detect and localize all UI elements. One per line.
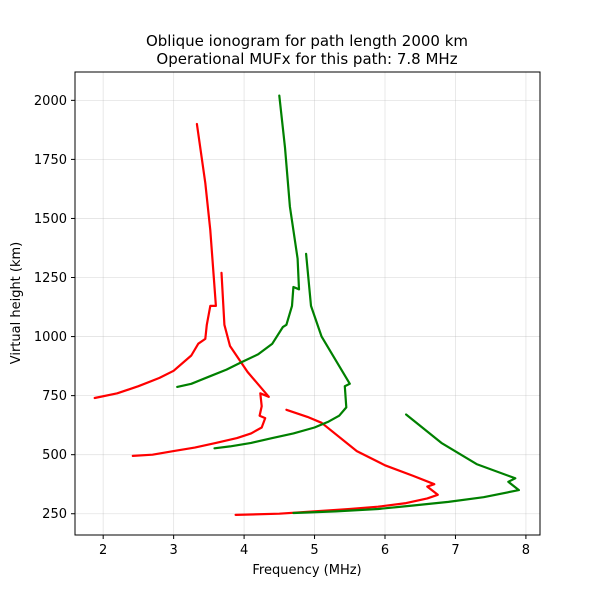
x-tick-label: 5 [310, 543, 318, 558]
grid [75, 72, 540, 535]
trace-line-2 [131, 271, 270, 457]
x-tick-label: 4 [240, 543, 248, 558]
x-tick-label: 6 [381, 543, 389, 558]
x-tick-label: 7 [451, 543, 459, 558]
x-tick-label: 8 [522, 543, 530, 558]
trace-line-3 [93, 122, 217, 400]
x-axis-label: Frequency (MHz) [252, 563, 361, 578]
trace-line-1 [234, 408, 439, 517]
x-tick-label: 3 [169, 543, 177, 558]
y-tick-label: 1750 [34, 153, 67, 168]
trace-line-5 [176, 94, 301, 388]
chart-title-line-2: Operational MUFx for this path: 7.8 MHz [156, 50, 457, 68]
trace-line-6 [292, 413, 521, 515]
y-tick-label: 1250 [34, 271, 67, 286]
series-group [93, 94, 521, 517]
y-tick-label: 750 [42, 389, 67, 404]
y-tick-label: 250 [42, 507, 67, 522]
trace-line-4 [213, 252, 351, 450]
y-tick-label: 2000 [34, 94, 67, 109]
y-tick-label: 500 [42, 448, 67, 463]
y-ticks: 250 500 750 1000 1250 1500 1750 2000 [34, 94, 75, 522]
x-tick-label: 2 [99, 543, 107, 558]
y-tick-label: 1000 [34, 330, 67, 345]
plot-area-frame [74, 71, 541, 536]
y-tick-label: 1500 [34, 212, 67, 227]
x-ticks: 2 3 4 5 6 7 8 [99, 535, 530, 558]
chart-title-line-1: Oblique ionogram for path length 2000 km [146, 32, 468, 50]
y-axis-label: Virtual height (km) [9, 242, 24, 365]
